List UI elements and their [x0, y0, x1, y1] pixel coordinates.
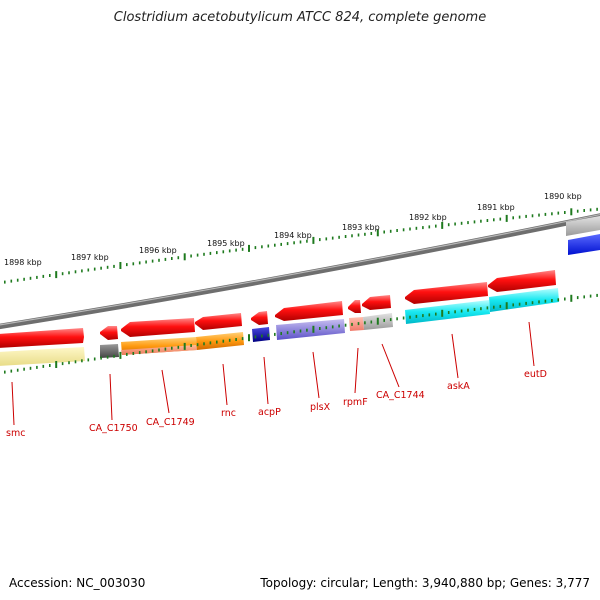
gene-arrow-ca-c1744: [362, 295, 391, 310]
cog-bar-rpmF: [349, 317, 364, 331]
scale-tick-labels: 1898 kbp 1897 kbp 1896 kbp 1895 kbp 1894…: [4, 192, 582, 267]
gene-arrow-acpP: [251, 311, 268, 325]
gene-label-ca-c1749: CA_C1749: [146, 417, 195, 428]
gene-label-rnc: rnc: [221, 408, 236, 419]
scale-tick-label: 1892 kbp: [409, 213, 447, 222]
gene-arrow-rnc: [195, 313, 242, 330]
scale-tick-label: 1891 kbp: [477, 203, 515, 212]
gene-labels: smc CA_C1750 CA_C1749 rnc acpP plsX rpmF…: [6, 369, 547, 439]
leader-eutD: [528, 321, 535, 367]
scale-tick-label: 1897 kbp: [71, 253, 109, 262]
gene-arrow-ca-c1749: [121, 318, 195, 337]
forward-genes: [0, 270, 556, 348]
gene-label-smc: smc: [6, 428, 25, 439]
leader-acpP: [263, 356, 269, 405]
gene-arrow-plsX: [275, 301, 343, 321]
gene-label-plsX: plsX: [310, 402, 331, 413]
leader-rnc: [222, 363, 228, 406]
leader-askA: [451, 333, 459, 379]
backbone-arc: [0, 213, 600, 330]
leader-ca-c1744: [381, 343, 400, 388]
cog-bar-plsX: [276, 319, 345, 340]
accession-text: Accession: NC_003030: [9, 576, 146, 590]
gene-arrow-rpmF: [348, 300, 361, 313]
cog-bar-ca-c1750: [100, 344, 119, 358]
inner-scale-track: [4, 293, 598, 374]
gene-label-askA: askA: [447, 381, 470, 392]
gene-label-eutD: eutD: [524, 369, 547, 380]
cog-bar-askA: [405, 300, 490, 324]
scale-tick-label: 1890 kbp: [544, 192, 582, 201]
label-leaders: [11, 321, 535, 426]
gene-arrow-eutD: [488, 270, 556, 292]
leader-rpmF: [354, 347, 359, 394]
leader-ca-c1750: [109, 373, 113, 421]
gene-feature-top-right-grey: [566, 216, 600, 236]
gene-label-ca-c1744: CA_C1744: [376, 390, 425, 401]
cog-bars: [0, 288, 559, 366]
map-title: Clostridium acetobutylicum ATCC 824, com…: [113, 10, 487, 25]
scale-tick-label: 1896 kbp: [139, 246, 177, 255]
leader-plsX: [312, 351, 320, 399]
scale-tick-label: 1893 kbp: [342, 223, 380, 232]
gene-feature-top-right-blue: [568, 234, 600, 255]
gene-label-rpmF: rpmF: [343, 397, 368, 408]
leader-smc: [11, 381, 15, 426]
cog-bar-rnc: [196, 332, 244, 350]
backbone-highlight: [0, 213, 600, 326]
gene-arrow-smc: [0, 328, 84, 348]
gene-label-ca-c1750: CA_C1750: [89, 423, 138, 434]
scale-track: [4, 207, 598, 284]
cog-bar-acpP: [252, 327, 270, 342]
gene-arrow-ca-c1750: [100, 326, 118, 340]
scale-tick-label: 1894 kbp: [274, 231, 312, 240]
leader-ca-c1749: [161, 369, 170, 414]
genome-summary-text: Topology: circular; Length: 3,940,880 bp…: [260, 576, 590, 590]
gene-arrow-askA: [405, 282, 488, 304]
gene-label-acpP: acpP: [258, 407, 281, 418]
scale-tick-label: 1895 kbp: [207, 239, 245, 248]
cog-bar-smc: [0, 347, 85, 366]
scale-tick-label: 1898 kbp: [4, 258, 42, 267]
